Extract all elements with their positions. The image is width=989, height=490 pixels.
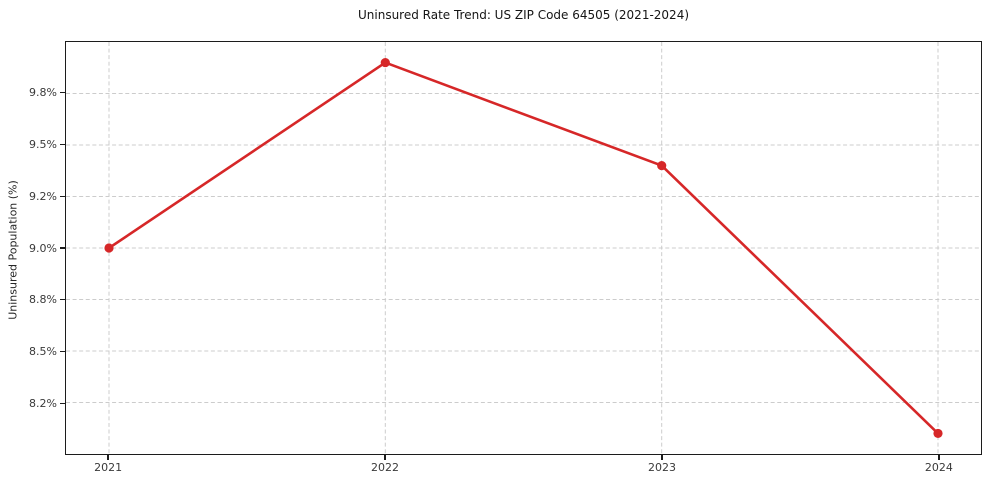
plot-area (65, 41, 982, 455)
x-tick-label: 2021 (94, 461, 123, 474)
y-tick-label: 8.8% (29, 293, 57, 307)
line-chart-canvas (66, 42, 981, 454)
chart-title: Uninsured Rate Trend: US ZIP Code 64505 … (357, 8, 690, 22)
x-tick-mark (384, 455, 386, 460)
x-tick-label: 2023 (648, 461, 676, 474)
x-tick-mark (661, 455, 663, 460)
x-tick-mark (107, 455, 109, 460)
y-tick-label: 9.0% (29, 241, 57, 255)
y-tick-mark (60, 143, 65, 146)
y-tick-label: 9.2% (29, 189, 57, 203)
y-tick-label: 8.5% (29, 345, 57, 358)
data-point-2024 (933, 428, 943, 438)
y-tick-label: 8.2% (29, 396, 57, 410)
trend-line (107, 61, 940, 435)
y-tick-mark (60, 195, 65, 197)
x-tick-label: 2024 (924, 461, 953, 474)
y-tick-mark (60, 402, 65, 404)
data-point-2023 (657, 161, 667, 171)
y-tick-mark (60, 350, 65, 353)
y-tick-label: 9.5% (29, 138, 57, 151)
x-tick-label: 2022 (371, 461, 399, 474)
y-tick-mark (60, 247, 65, 249)
y-tick-mark (60, 299, 65, 301)
data-point-2022 (380, 58, 390, 68)
y-tick-label: 9.8% (29, 86, 57, 100)
y-tick-mark (60, 92, 65, 94)
x-tick-mark (938, 455, 940, 460)
data-point-2021 (104, 243, 114, 253)
